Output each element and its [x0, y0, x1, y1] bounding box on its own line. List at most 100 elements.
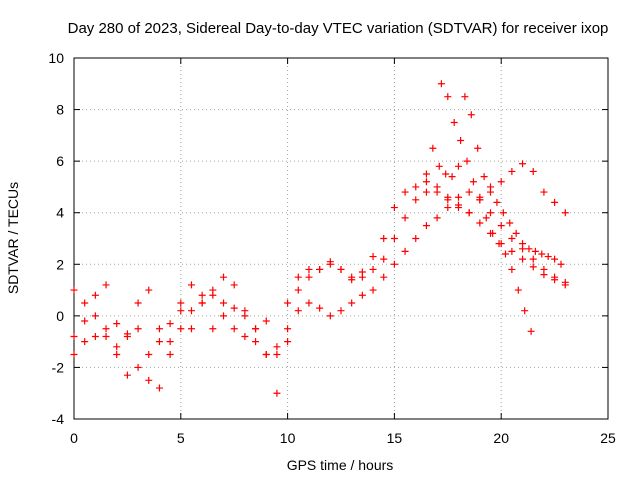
data-point	[538, 250, 546, 258]
data-point	[209, 286, 217, 294]
data-point	[561, 278, 569, 286]
data-point	[145, 351, 153, 359]
data-point	[444, 196, 452, 204]
data-point	[70, 332, 78, 340]
data-point	[187, 307, 195, 315]
data-point	[187, 325, 195, 333]
y-tick-label: 6	[56, 153, 64, 169]
x-tick-label: 10	[280, 430, 296, 446]
data-point	[433, 188, 441, 196]
data-point	[262, 317, 270, 325]
data-point	[529, 255, 537, 263]
data-point	[369, 253, 377, 261]
data-point	[450, 118, 458, 126]
data-point	[474, 144, 482, 152]
data-point	[476, 219, 484, 227]
data-point	[508, 167, 516, 175]
data-point	[469, 178, 477, 186]
data-point	[529, 263, 537, 271]
data-point	[348, 276, 356, 284]
data-point	[525, 245, 533, 253]
data-point	[177, 325, 185, 333]
data-point	[519, 255, 527, 263]
data-point	[540, 271, 548, 279]
data-point	[220, 312, 228, 320]
x-tick-label: 0	[70, 430, 78, 446]
data-point	[454, 193, 462, 201]
data-points	[70, 80, 569, 397]
data-point	[252, 338, 260, 346]
data-point	[241, 332, 249, 340]
data-point	[102, 332, 110, 340]
data-point	[134, 325, 142, 333]
data-point	[551, 276, 559, 284]
data-point	[102, 281, 110, 289]
data-point	[442, 170, 450, 178]
grid	[74, 58, 608, 419]
series-track-3	[70, 160, 569, 359]
data-point	[284, 325, 292, 333]
data-point	[521, 307, 529, 315]
data-point	[412, 196, 420, 204]
data-point	[187, 281, 195, 289]
data-point	[501, 250, 509, 258]
series-track-1	[70, 188, 569, 359]
data-point	[262, 351, 270, 359]
data-point	[508, 235, 516, 242]
data-point	[337, 265, 345, 273]
data-point	[134, 363, 142, 371]
data-point	[401, 214, 409, 222]
data-point	[467, 111, 475, 119]
data-point	[422, 222, 430, 230]
data-point	[544, 253, 552, 261]
data-point	[230, 325, 238, 333]
data-point	[123, 332, 131, 340]
data-point	[91, 312, 99, 320]
data-point	[348, 299, 356, 307]
data-point	[113, 343, 121, 351]
data-point	[220, 299, 228, 307]
data-point	[422, 170, 430, 178]
data-point	[437, 80, 445, 88]
data-point	[561, 209, 569, 217]
data-point	[493, 198, 501, 206]
data-point	[514, 286, 522, 294]
data-point	[531, 247, 539, 255]
data-point	[273, 343, 281, 351]
data-point	[512, 229, 520, 237]
data-point	[273, 351, 281, 359]
data-point	[435, 162, 443, 170]
series-track-5	[422, 93, 565, 268]
data-point	[401, 247, 409, 255]
data-point	[305, 265, 313, 273]
data-point	[401, 188, 409, 196]
data-point	[495, 240, 503, 248]
y-tick-label: -4	[52, 411, 65, 427]
data-point	[412, 235, 420, 242]
data-point	[284, 338, 292, 346]
y-tick-label: 2	[56, 256, 64, 272]
data-point	[91, 332, 99, 340]
x-tick-label: 5	[177, 430, 185, 446]
data-point	[487, 188, 495, 196]
data-point	[422, 178, 430, 186]
data-point	[252, 325, 260, 333]
y-tick-label: 8	[56, 102, 64, 118]
axis-ticks: 0 5 10 15 20 25 -4 -2 0 2 4 6 8 10	[48, 50, 616, 446]
data-point	[380, 273, 388, 281]
data-point	[70, 351, 78, 359]
data-point	[220, 273, 228, 281]
data-point	[166, 351, 174, 359]
y-tick-label: 0	[56, 308, 64, 324]
data-point	[123, 371, 131, 379]
data-point	[380, 235, 388, 242]
data-point	[198, 291, 206, 299]
data-point	[81, 317, 89, 325]
data-point	[422, 188, 430, 196]
data-point	[454, 162, 462, 170]
data-point	[454, 204, 462, 212]
chart-title: Day 280 of 2023, Sidereal Day-to-day VTE…	[68, 20, 609, 37]
data-point	[81, 338, 89, 346]
x-tick-label: 20	[493, 430, 509, 446]
data-point	[506, 219, 514, 227]
